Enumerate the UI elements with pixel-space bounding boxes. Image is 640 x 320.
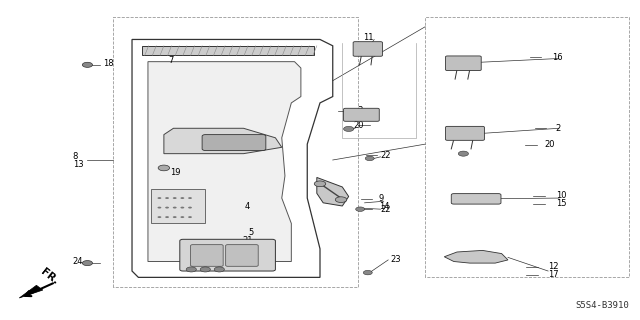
Circle shape bbox=[188, 197, 192, 199]
Circle shape bbox=[186, 267, 196, 272]
Text: 10: 10 bbox=[556, 191, 566, 200]
FancyBboxPatch shape bbox=[191, 245, 223, 266]
Circle shape bbox=[188, 207, 192, 209]
Text: 3: 3 bbox=[357, 106, 362, 115]
Text: 9: 9 bbox=[379, 194, 384, 203]
FancyBboxPatch shape bbox=[202, 135, 266, 150]
Text: 14: 14 bbox=[379, 203, 389, 212]
Text: 23: 23 bbox=[390, 255, 401, 264]
Circle shape bbox=[180, 197, 184, 199]
Circle shape bbox=[344, 126, 354, 132]
Circle shape bbox=[365, 156, 374, 161]
Text: 2: 2 bbox=[556, 124, 561, 133]
Circle shape bbox=[173, 216, 177, 218]
Circle shape bbox=[158, 165, 170, 171]
Polygon shape bbox=[164, 128, 282, 154]
FancyBboxPatch shape bbox=[445, 126, 484, 140]
FancyBboxPatch shape bbox=[180, 239, 275, 271]
Polygon shape bbox=[317, 178, 349, 206]
Text: 17: 17 bbox=[548, 270, 559, 279]
Text: 20: 20 bbox=[544, 140, 555, 149]
Text: 22: 22 bbox=[381, 151, 391, 160]
Text: 20: 20 bbox=[353, 121, 364, 130]
Circle shape bbox=[173, 197, 177, 199]
Circle shape bbox=[458, 151, 468, 156]
Text: 18: 18 bbox=[103, 59, 114, 68]
Polygon shape bbox=[19, 285, 43, 298]
FancyBboxPatch shape bbox=[445, 56, 481, 70]
Text: 24: 24 bbox=[73, 257, 83, 266]
Circle shape bbox=[165, 207, 169, 209]
Text: 13: 13 bbox=[73, 160, 83, 169]
Circle shape bbox=[157, 207, 161, 209]
Circle shape bbox=[200, 267, 211, 272]
Circle shape bbox=[165, 216, 169, 218]
Circle shape bbox=[173, 207, 177, 209]
Circle shape bbox=[157, 216, 161, 218]
Circle shape bbox=[83, 62, 93, 68]
Text: S5S4-B3910: S5S4-B3910 bbox=[575, 301, 629, 310]
Text: 15: 15 bbox=[556, 199, 566, 208]
Polygon shape bbox=[444, 251, 508, 263]
FancyBboxPatch shape bbox=[344, 108, 380, 121]
Text: 6: 6 bbox=[168, 48, 173, 57]
Circle shape bbox=[364, 270, 372, 275]
FancyBboxPatch shape bbox=[353, 42, 383, 56]
Circle shape bbox=[165, 197, 169, 199]
Text: 19: 19 bbox=[170, 168, 180, 177]
Text: 4: 4 bbox=[245, 203, 250, 212]
Text: 21: 21 bbox=[243, 236, 253, 245]
FancyBboxPatch shape bbox=[151, 188, 205, 223]
Text: 8: 8 bbox=[73, 152, 78, 161]
Circle shape bbox=[356, 207, 365, 212]
Circle shape bbox=[180, 207, 184, 209]
FancyBboxPatch shape bbox=[226, 245, 258, 266]
Text: 5: 5 bbox=[248, 228, 254, 237]
Circle shape bbox=[83, 260, 93, 266]
Text: 7: 7 bbox=[168, 56, 173, 65]
FancyBboxPatch shape bbox=[141, 46, 314, 55]
Circle shape bbox=[335, 197, 347, 203]
Text: 16: 16 bbox=[552, 53, 563, 62]
Text: FR.: FR. bbox=[38, 267, 60, 286]
Text: 11: 11 bbox=[364, 33, 374, 42]
Circle shape bbox=[214, 267, 225, 272]
Circle shape bbox=[314, 181, 326, 187]
Circle shape bbox=[180, 216, 184, 218]
Circle shape bbox=[157, 197, 161, 199]
Text: 12: 12 bbox=[548, 262, 559, 271]
Text: 22: 22 bbox=[381, 205, 391, 214]
Polygon shape bbox=[148, 62, 301, 261]
FancyBboxPatch shape bbox=[451, 194, 501, 204]
Circle shape bbox=[188, 216, 192, 218]
